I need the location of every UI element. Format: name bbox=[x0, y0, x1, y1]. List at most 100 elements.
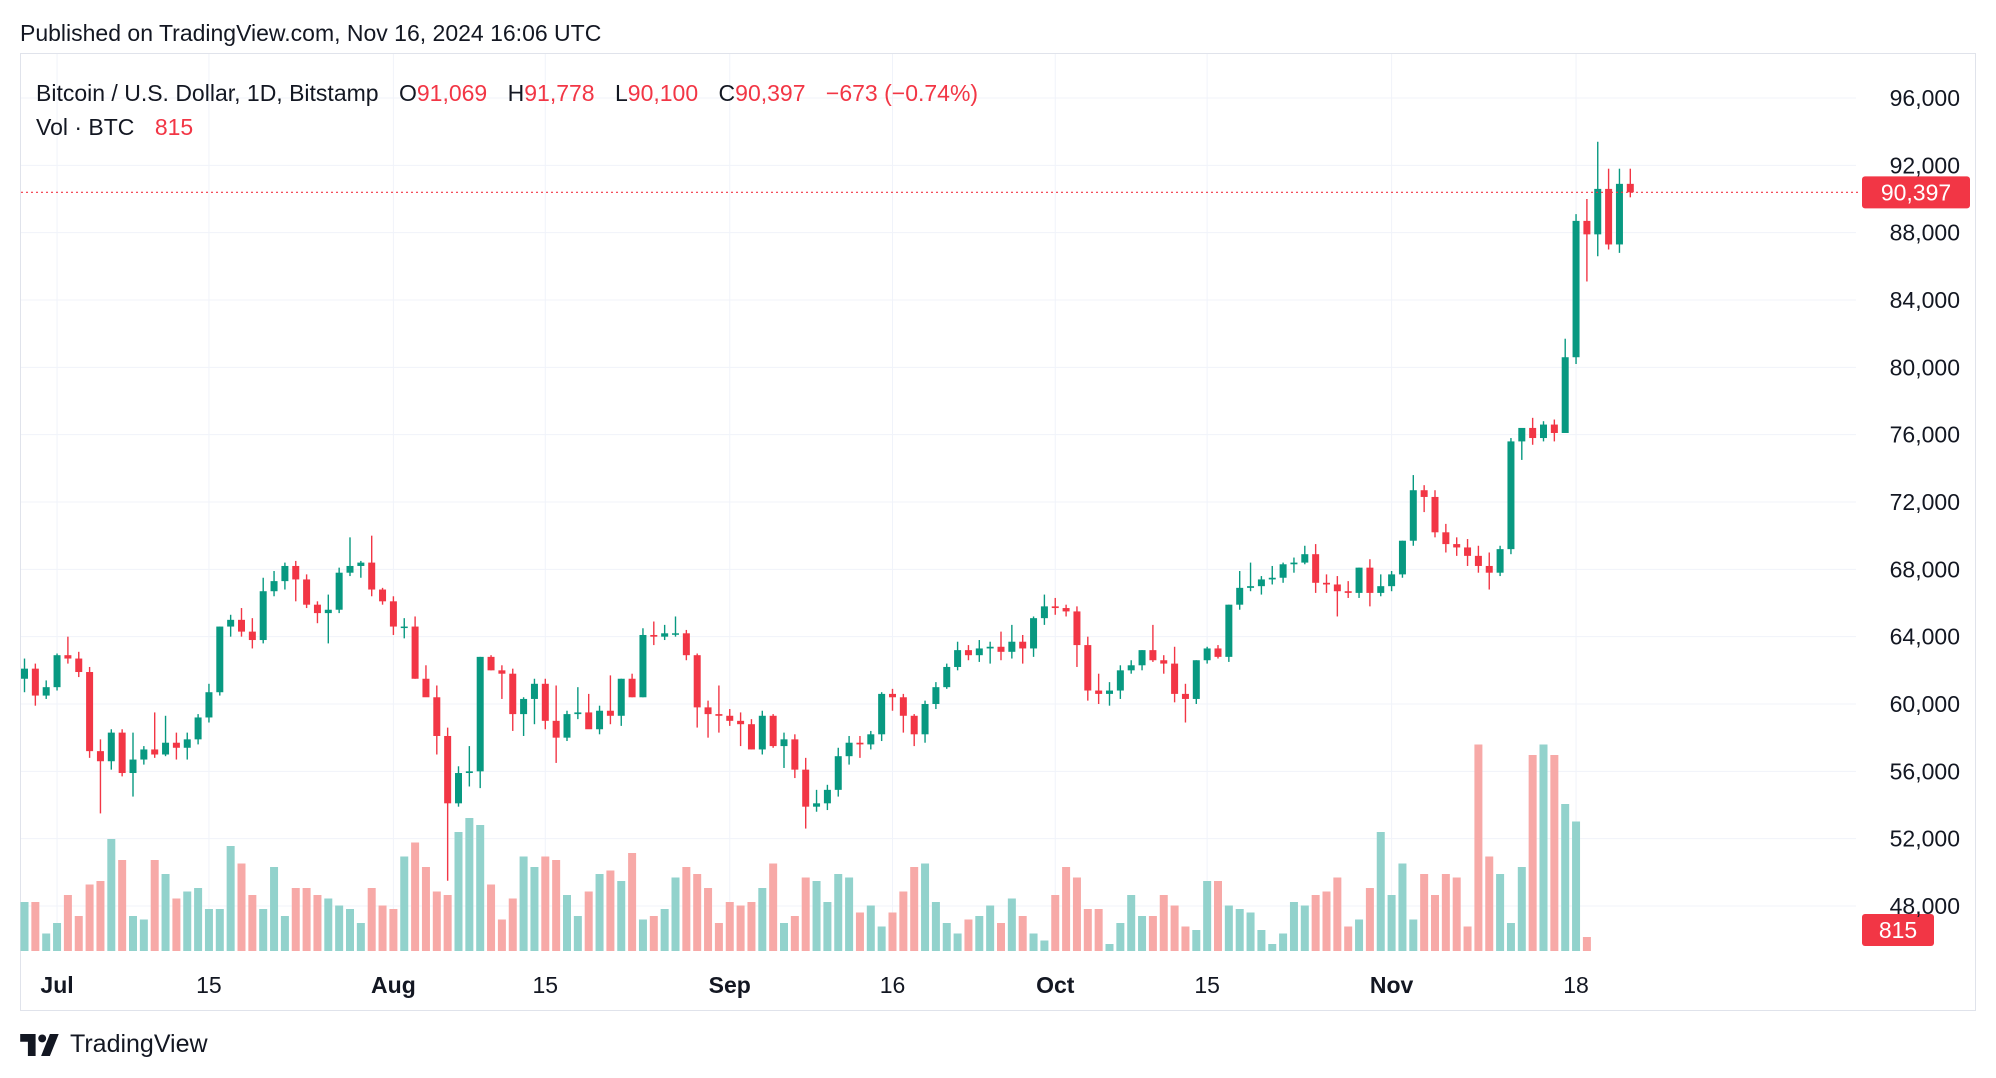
volume-bar bbox=[1116, 923, 1125, 951]
volume-bar bbox=[714, 923, 723, 951]
volume-bar bbox=[1224, 905, 1233, 951]
volume-bar bbox=[1452, 877, 1461, 951]
candle-body bbox=[1236, 587, 1244, 605]
candle bbox=[151, 712, 159, 758]
chart-frame[interactable] bbox=[20, 53, 1976, 1011]
candle-body bbox=[1485, 565, 1493, 573]
x-tick-label: 18 bbox=[1563, 972, 1589, 998]
candle-body bbox=[1062, 608, 1070, 612]
candle-body bbox=[324, 609, 332, 614]
candle bbox=[1594, 141, 1602, 257]
candle bbox=[1268, 565, 1276, 585]
x-tick-label: Aug bbox=[371, 972, 416, 998]
symbol-label[interactable]: Bitcoin / U.S. Dollar, 1D, Bitstamp bbox=[36, 80, 379, 106]
volume-bar bbox=[986, 905, 995, 951]
volume-bar bbox=[1517, 867, 1526, 951]
footer-brand[interactable]: TradingView bbox=[70, 1030, 208, 1058]
candle bbox=[205, 683, 213, 723]
volume-label[interactable]: Vol · BTC bbox=[36, 114, 135, 140]
candle-body bbox=[1138, 650, 1146, 666]
volume-bar bbox=[118, 860, 127, 951]
volume-bar bbox=[411, 842, 420, 951]
candle-body bbox=[1127, 665, 1135, 671]
candle-body bbox=[813, 803, 821, 807]
volume-bar bbox=[20, 902, 29, 951]
candle bbox=[1084, 636, 1092, 701]
volume-bar bbox=[541, 856, 550, 951]
volume-bar bbox=[259, 909, 268, 951]
candle-body bbox=[498, 670, 506, 674]
candle bbox=[1344, 581, 1352, 598]
candle-body bbox=[411, 626, 419, 679]
candle bbox=[1203, 646, 1211, 664]
candle bbox=[769, 714, 777, 748]
candle-body bbox=[433, 697, 441, 736]
candle-body bbox=[617, 678, 625, 716]
candle-body bbox=[53, 655, 61, 688]
candle-body bbox=[1453, 544, 1461, 548]
candle bbox=[758, 710, 766, 755]
candle-body bbox=[281, 565, 289, 582]
candle bbox=[693, 653, 701, 728]
candle-body bbox=[997, 646, 1005, 652]
candle-body bbox=[205, 692, 213, 718]
candle-body bbox=[1507, 441, 1515, 550]
candle-body bbox=[42, 687, 50, 696]
high-label: H bbox=[507, 80, 525, 106]
candle-body bbox=[1084, 645, 1092, 691]
candle bbox=[1312, 544, 1320, 593]
candle bbox=[910, 714, 918, 747]
volume-bar bbox=[53, 923, 62, 951]
x-tick-label: 15 bbox=[196, 972, 222, 998]
candle-body bbox=[1149, 650, 1157, 661]
volume-bar bbox=[280, 916, 289, 951]
candle bbox=[1160, 655, 1168, 674]
volume-bar bbox=[823, 902, 832, 951]
candle-body bbox=[183, 739, 191, 748]
candle bbox=[1214, 645, 1222, 659]
candle bbox=[411, 616, 419, 679]
candle-body bbox=[889, 693, 896, 698]
candle bbox=[1496, 545, 1504, 577]
volume-bar bbox=[1203, 881, 1212, 951]
candle bbox=[172, 732, 180, 760]
last-price-line: 90,397 815 bbox=[21, 176, 1970, 946]
volume-bar bbox=[31, 902, 40, 951]
candle-body bbox=[1192, 660, 1200, 699]
volume-bar bbox=[758, 888, 767, 951]
volume-bar bbox=[1083, 909, 1092, 951]
volume-bar bbox=[1062, 867, 1071, 951]
candle bbox=[1409, 475, 1417, 546]
candle bbox=[107, 729, 115, 770]
low-value: 90,100 bbox=[627, 80, 699, 106]
candle-body bbox=[86, 672, 94, 752]
candle-body bbox=[574, 712, 582, 715]
tradingview-logo-icon[interactable] bbox=[20, 1033, 60, 1056]
candle-body bbox=[1323, 582, 1330, 585]
candle-body bbox=[802, 769, 810, 807]
candle bbox=[704, 700, 712, 738]
volume-bar bbox=[780, 923, 788, 951]
candle bbox=[292, 560, 300, 602]
candle bbox=[227, 614, 235, 637]
x-tick-label: Jul bbox=[40, 972, 73, 998]
candle-body bbox=[389, 601, 397, 627]
volume-bar bbox=[85, 884, 94, 951]
candle bbox=[867, 730, 875, 750]
candle-body bbox=[75, 658, 83, 673]
candle-body bbox=[954, 650, 962, 667]
volume-bar bbox=[1431, 895, 1439, 951]
volume-bar bbox=[1007, 898, 1016, 951]
candle-body bbox=[476, 656, 484, 772]
candle bbox=[1507, 438, 1515, 555]
candle-body bbox=[487, 656, 495, 671]
candle bbox=[1019, 634, 1027, 664]
candle bbox=[1051, 597, 1059, 615]
candle bbox=[1116, 665, 1124, 699]
candle-body bbox=[1171, 663, 1179, 694]
volume-bar bbox=[725, 902, 734, 951]
volume-bar bbox=[1409, 919, 1418, 951]
volume-bar bbox=[508, 898, 517, 951]
volume-bar bbox=[63, 895, 72, 951]
